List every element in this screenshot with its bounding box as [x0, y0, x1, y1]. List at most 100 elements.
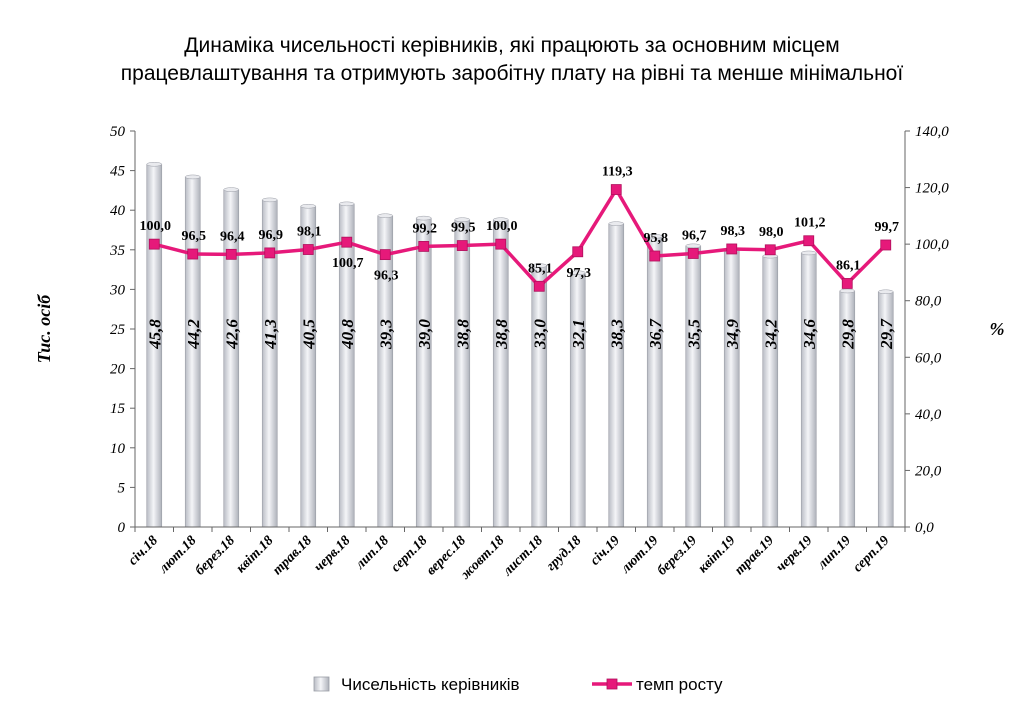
- bar-top-7: [416, 215, 432, 221]
- bar-8: [454, 219, 471, 528]
- line-marker-8: [456, 240, 468, 251]
- line-label-16: 98,0: [759, 225, 784, 240]
- right-tick-label-0: 0,0: [915, 520, 934, 536]
- bar-5: [338, 203, 355, 528]
- line-marker-10: [533, 280, 545, 292]
- bar-label-14: 35,5: [684, 319, 703, 350]
- bar-label-3: 41,3: [261, 319, 280, 350]
- line-label-5: 100,7: [332, 256, 364, 271]
- line-marker-13: [649, 250, 661, 262]
- bar-top-0: [146, 162, 162, 167]
- chart-title-line-1: Динаміка чисельності керівників, які пра…: [184, 34, 840, 57]
- bar-label-1: 44,2: [184, 319, 203, 350]
- x-tick-label-13: лют.19: [618, 533, 662, 577]
- left-tick-label-7: 35: [109, 243, 126, 259]
- legend: Чисельність керівників темп росту: [313, 675, 723, 694]
- bar-top-17: [801, 250, 817, 256]
- legend-line-marker: [606, 678, 618, 690]
- x-tick-label-16: трав.19: [732, 533, 777, 578]
- line-label-0: 100,0: [140, 219, 172, 234]
- bar-label-16: 34,2: [761, 319, 780, 350]
- bar-top-8: [454, 217, 470, 222]
- line-label-18: 86,1: [836, 258, 861, 273]
- bar-label-15: 34,9: [723, 319, 742, 350]
- left-tick-label-6: 30: [109, 282, 126, 298]
- bar-11: [569, 272, 586, 528]
- x-tick-label-19: серп.19: [850, 533, 892, 575]
- line-path: [153, 187, 887, 289]
- x-tick-label-11: груд.18: [544, 533, 585, 574]
- x-tick-label-18: лип.19: [814, 533, 854, 573]
- bar-label-19: 29,7: [877, 318, 896, 350]
- left-tick-label-0: 0: [118, 520, 126, 536]
- right-tick-label-2: 40,0: [915, 407, 942, 423]
- left-tick-label-10: 50: [110, 124, 126, 140]
- bar-13: [646, 236, 663, 528]
- bar-6: [377, 215, 394, 528]
- x-tick-label-5: черв.18: [312, 533, 354, 575]
- x-tick-label-6: лип.18: [352, 533, 392, 573]
- bar-top-3: [262, 197, 278, 203]
- bar-label-18: 29,8: [838, 319, 857, 350]
- line-marker-0: [148, 238, 160, 250]
- x-tick-label-10: лист.18: [500, 533, 546, 579]
- line-label-3: 96,9: [259, 228, 284, 243]
- left-tick-label-1: 5: [118, 480, 126, 496]
- right-tick-label-5: 100,0: [915, 237, 949, 253]
- line-label-12: 119,3: [602, 165, 633, 180]
- line-label-15: 98,3: [721, 224, 746, 239]
- bar-10: [531, 265, 548, 528]
- line-label-1: 96,5: [182, 229, 207, 244]
- line-marker-17: [803, 235, 815, 247]
- bar-top-12: [608, 221, 624, 226]
- bar-top-5: [339, 201, 355, 207]
- x-tick-label-12: січ.19: [588, 533, 623, 568]
- bar-label-13: 36,7: [646, 318, 665, 350]
- y-axis-left-title: Тис. осіб: [34, 294, 54, 364]
- bar-top-13: [647, 234, 663, 239]
- line-marker-18: [841, 278, 853, 289]
- bar-label-8: 38,8: [453, 319, 472, 350]
- bar-top-9: [493, 217, 509, 222]
- line-label-2: 96,4: [220, 229, 245, 244]
- line-marker-4: [302, 244, 314, 255]
- bar-label-11: 32,1: [569, 319, 588, 350]
- bar-label-10: 33,0: [530, 319, 549, 350]
- left-tick-label-9: 45: [110, 164, 126, 180]
- data-labels: 45,8 44,2 42,6 41,3 40,5 40,8 39,3 39,0 38,8 38,8…: [140, 165, 900, 350]
- right-tick-label-1: 20,0: [915, 463, 942, 479]
- bar-top-10: [531, 263, 547, 268]
- left-tick-label-8: 40: [110, 203, 126, 219]
- right-tick-label-6: 120,0: [915, 181, 949, 197]
- legend-line-label: темп росту: [636, 675, 723, 694]
- chart-title: Динаміка чисельності керівників, які пра…: [0, 32, 1024, 88]
- right-tick-label-4: 80,0: [915, 294, 942, 310]
- bar-top-4: [300, 203, 316, 209]
- bar-9: [492, 219, 509, 528]
- line-marker-3: [264, 247, 276, 259]
- bar-label-17: 34,6: [800, 319, 819, 350]
- bar-15: [723, 250, 740, 528]
- line-label-9: 100,0: [486, 219, 518, 234]
- line-marker-14: [687, 248, 699, 259]
- bar-series: [146, 162, 894, 528]
- line-label-8: 99,5: [451, 221, 476, 236]
- bar-17: [800, 252, 817, 528]
- bar-label-7: 39,0: [415, 319, 434, 350]
- left-tick-label-3: 15: [110, 401, 126, 417]
- bar-top-2: [223, 187, 239, 192]
- bar-label-5: 40,8: [338, 319, 357, 350]
- line-label-11: 97,3: [567, 266, 592, 281]
- x-tick-label-17: черв.19: [774, 533, 816, 575]
- bar-label-6: 39,3: [376, 319, 395, 350]
- line-marker-6: [379, 249, 391, 261]
- line-label-13: 95,8: [644, 231, 669, 246]
- line-marker-5: [341, 236, 353, 248]
- line-marker-16: [764, 244, 776, 256]
- bar-16: [762, 255, 779, 528]
- bar-top-14: [685, 243, 701, 249]
- line-label-6: 96,3: [374, 269, 399, 284]
- right-tick-label-3: 60,0: [915, 350, 942, 366]
- legend-bar-label: Чисельність керівників: [341, 675, 520, 694]
- bar-14: [685, 245, 702, 528]
